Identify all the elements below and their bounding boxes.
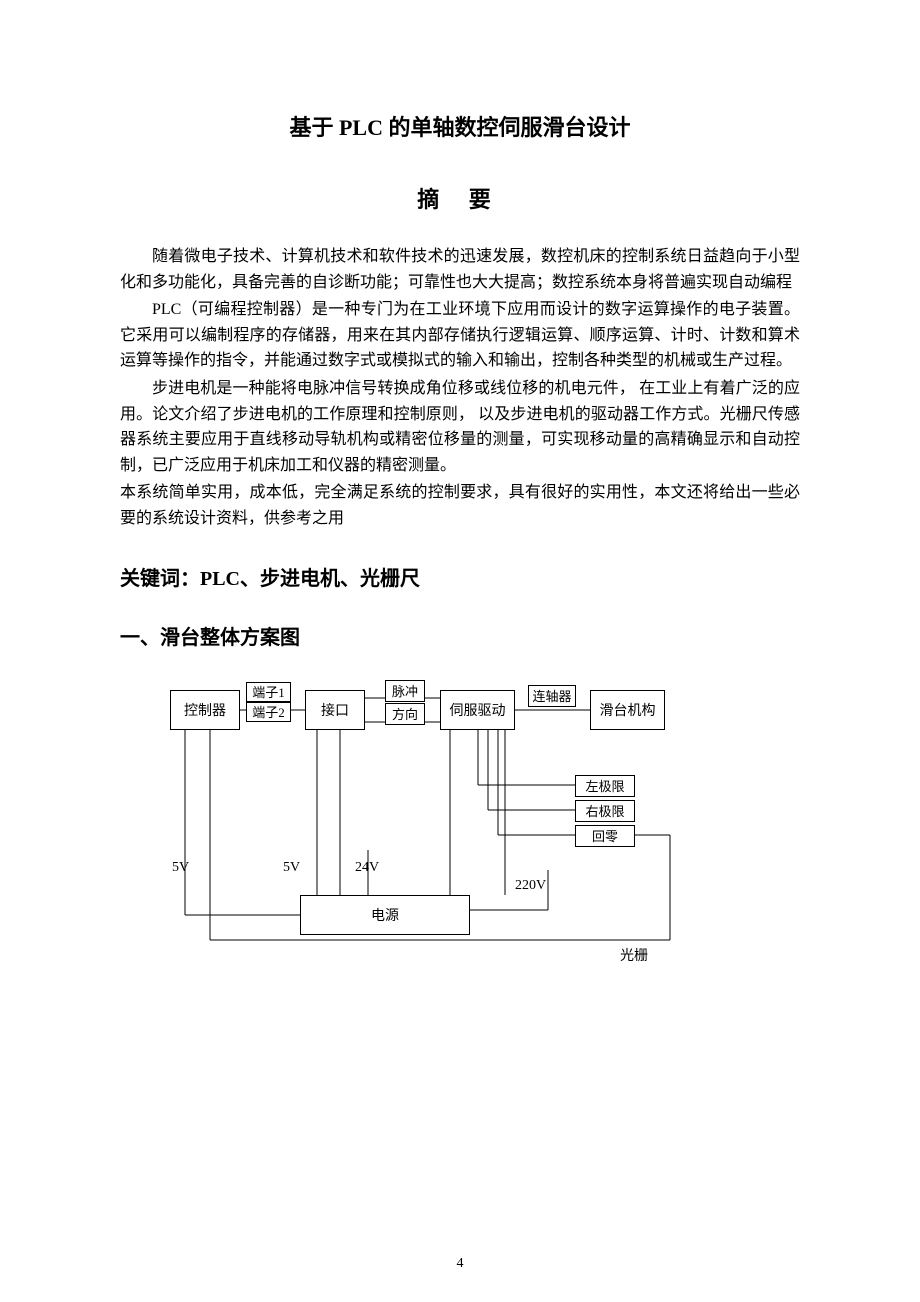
diagram-node-interface: 接口: [305, 690, 365, 730]
page-content: 基于 PLC 的单轴数控伺服滑台设计 摘 要 随着微电子技术、计算机技术和软件技…: [0, 0, 920, 1060]
abstract-heading: 摘 要: [120, 182, 800, 214]
diagram-label-v220: 220V: [515, 878, 546, 894]
diagram-label-v24: 24V: [355, 860, 379, 876]
diagram-edge-label-direction: 方向: [385, 703, 425, 725]
diagram-node-power: 电源: [300, 895, 470, 935]
diagram-label-v5b: 5V: [283, 860, 300, 876]
keywords-heading: 关键词：PLC、步进电机、光栅尺: [120, 562, 800, 591]
diagram-edge-label-pulse: 脉冲: [385, 680, 425, 702]
page-number: 4: [0, 1256, 920, 1272]
diagram-node-controller: 控制器: [170, 690, 240, 730]
diagram-label-v5a: 5V: [172, 860, 189, 876]
abstract-paragraph-3: 步进电机是一种能将电脉冲信号转换成角位移或线位移的机电元件， 在工业上有着广泛的…: [120, 376, 800, 478]
abstract-paragraph-4: 本系统简单实用，成本低，完全满足系统的控制要求，具有很好的实用性，本文还将给出一…: [120, 480, 800, 531]
diagram-label-grating: 光栅: [620, 945, 648, 965]
diagram-edge-label-rightLimit: 右极限: [575, 800, 635, 822]
section-heading-1: 一、滑台整体方案图: [120, 621, 800, 650]
diagram-edge-label-coupler: 连轴器: [528, 685, 576, 707]
abstract-paragraph-2: PLC（可编程控制器）是一种专门为在工业环境下应用而设计的数字运算操作的电子装置…: [120, 297, 800, 374]
diagram-node-slide: 滑台机构: [590, 690, 665, 730]
diagram-edge-label-terminal1: 端子1: [246, 682, 291, 702]
diagram-edge-label-leftLimit: 左极限: [575, 775, 635, 797]
abstract-paragraph-1: 随着微电子技术、计算机技术和软件技术的迅速发展，数控机床的控制系统日益趋向于小型…: [120, 244, 800, 295]
diagram-edge-label-terminal2: 端子2: [246, 702, 291, 722]
diagram-node-servo: 伺服驱动: [440, 690, 515, 730]
system-diagram: 控制器 接口 伺服驱动 滑台机构电源 端子1端子2 脉冲方向 连轴器左极限右极限回零 5V 5V…: [150, 680, 750, 1000]
document-title: 基于 PLC 的单轴数控伺服滑台设计: [120, 110, 800, 142]
diagram-edge-label-returnZero: 回零: [575, 825, 635, 847]
